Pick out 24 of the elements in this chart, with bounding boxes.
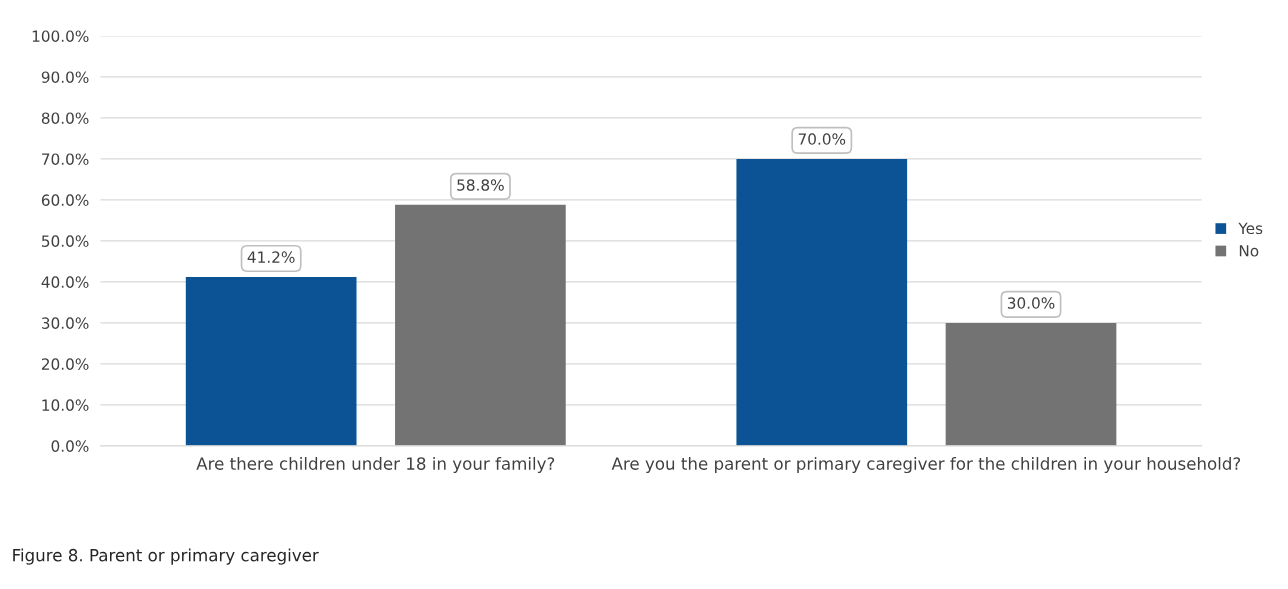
- y-tick-label: 40.0%: [41, 276, 89, 288]
- y-tick-label: 30.0%: [41, 317, 89, 329]
- legend-label: Yes: [1238, 222, 1263, 235]
- bar: [395, 204, 566, 446]
- y-tick-label: 10.0%: [42, 399, 89, 411]
- bar: [945, 322, 1117, 446]
- y-tick-label: 80.0%: [41, 112, 89, 124]
- x-tick-label: Are there children under 18 in your family?: [196, 456, 555, 474]
- data-label: 70.0%: [798, 133, 846, 145]
- bar: [736, 158, 908, 446]
- bar: [185, 276, 357, 446]
- data-label: 58.8%: [457, 179, 504, 191]
- data-label: 41.2%: [247, 251, 295, 263]
- x-tick-label: Are you the parent or primary caregiver for the children in your household?: [611, 456, 1241, 474]
- data-label: 30.0%: [1007, 297, 1055, 309]
- caption: Figure 8. Parent or primary caregiver: [13, 548, 319, 565]
- y-tick-label: 60.0%: [41, 194, 89, 206]
- y-tick-label: 100.0%: [32, 30, 89, 42]
- y-tick-label: 90.0%: [41, 71, 89, 83]
- legend-label: No: [1239, 245, 1259, 257]
- y-tick-label: 50.0%: [42, 235, 89, 247]
- y-tick-label: 20.0%: [41, 358, 89, 370]
- y-tick-label: 70.0%: [42, 153, 89, 165]
- y-tick-label: 0.0%: [51, 440, 89, 452]
